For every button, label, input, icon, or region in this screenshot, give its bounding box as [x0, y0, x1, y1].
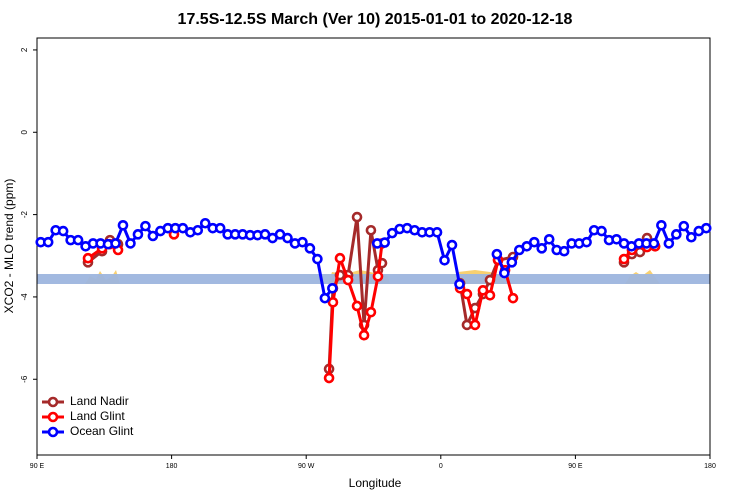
x-tick-label: 0 — [439, 463, 443, 470]
data-point — [663, 238, 675, 249]
data-point — [491, 248, 503, 260]
data-point — [581, 236, 592, 248]
data-point — [199, 217, 211, 229]
x-tick-label: 90 W — [298, 463, 315, 470]
data-point — [461, 288, 473, 300]
y-tick-label: 2 — [20, 47, 29, 52]
data-point — [372, 271, 384, 282]
data-point — [125, 238, 136, 249]
data-point — [431, 226, 443, 238]
data-point — [507, 292, 519, 304]
y-tick-label: -6 — [20, 375, 29, 383]
data-point — [506, 257, 518, 268]
data-point — [365, 306, 377, 318]
y-tick-label: -4 — [20, 293, 29, 301]
x-axis-label: Longitude — [349, 476, 402, 490]
data-point — [618, 253, 630, 265]
data-point — [327, 296, 339, 308]
data-point — [365, 224, 377, 236]
data-point — [319, 292, 331, 304]
x-tick-label: 180 — [704, 463, 716, 470]
data-point — [611, 233, 622, 245]
data-point — [312, 253, 323, 265]
data-point — [686, 231, 697, 243]
data-point — [140, 220, 151, 232]
data-point — [57, 225, 69, 237]
data-point — [439, 254, 450, 266]
legend-label: Land Nadir — [70, 394, 129, 408]
legend-marker — [47, 396, 59, 408]
data-point — [282, 232, 293, 244]
data-point — [351, 211, 363, 223]
data-point — [42, 236, 54, 248]
legend-label: Ocean Glint — [70, 424, 134, 438]
data-point — [147, 230, 159, 242]
data-point — [671, 229, 682, 240]
plot-frame — [36, 37, 711, 456]
y-axis-label: XCO2 - MLO trend (ppm) — [2, 179, 16, 314]
data-point — [334, 252, 346, 264]
data-point — [358, 329, 370, 341]
x-tick-label: 180 — [166, 463, 178, 470]
data-point — [543, 233, 555, 245]
data-point — [214, 222, 226, 234]
data-point — [379, 237, 391, 248]
data-point — [327, 282, 338, 294]
series — [82, 229, 661, 384]
data-point — [656, 220, 667, 231]
data-point — [72, 234, 84, 246]
data-point — [351, 300, 363, 312]
data-point — [446, 239, 458, 251]
legend-marker — [47, 411, 59, 423]
x-tick-label: 90 E — [568, 463, 583, 470]
x-tick-label: 90 E — [30, 463, 45, 470]
legend-marker — [47, 426, 59, 438]
series — [35, 217, 712, 304]
data-point — [110, 238, 121, 249]
data-point — [521, 240, 533, 252]
data-point — [528, 236, 540, 248]
data-point — [469, 319, 481, 331]
data-point — [177, 222, 189, 234]
data-point — [82, 252, 94, 264]
data-point — [297, 236, 308, 248]
data-point — [477, 285, 489, 296]
data-point — [323, 372, 335, 384]
data-point — [192, 224, 204, 236]
y-tick-label: -2 — [20, 210, 29, 218]
legend-label: Land Glint — [70, 409, 125, 423]
data-point — [484, 289, 496, 301]
y-tick-label: 0 — [20, 129, 29, 134]
data-point — [596, 225, 607, 237]
data-point — [304, 243, 316, 254]
data-point — [700, 222, 712, 234]
data-point — [117, 220, 129, 231]
data-point — [454, 278, 465, 290]
data-point — [132, 229, 144, 240]
data-point — [499, 267, 510, 279]
data-point — [558, 245, 570, 257]
data-point — [678, 220, 690, 232]
data-point — [536, 243, 548, 254]
data-point — [342, 274, 354, 286]
data-point — [386, 227, 398, 239]
data-point — [648, 238, 660, 249]
chart-title: 17.5S-12.5S March (Ver 10) 2015-01-01 to… — [178, 11, 573, 28]
